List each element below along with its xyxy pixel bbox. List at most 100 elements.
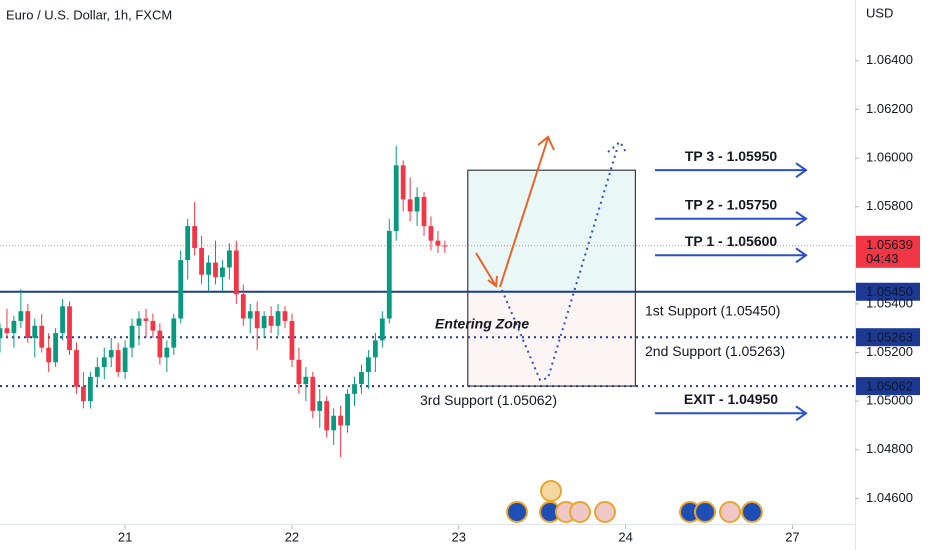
x-tick-label: 22: [285, 529, 299, 544]
candle-body: [393, 165, 399, 231]
icon: [694, 501, 716, 523]
candle-body: [150, 320, 156, 331]
candle-body: [115, 350, 121, 372]
target-label: EXIT - 1.04950: [684, 391, 778, 407]
target-label: TP 1 - 1.05600: [685, 233, 778, 249]
candle-body: [414, 196, 420, 212]
icon: [506, 501, 528, 523]
candle-body: [220, 267, 225, 278]
candle-body: [4, 328, 10, 334]
target-arrowhead: [795, 247, 808, 264]
candle-body: [233, 250, 239, 295]
level-badge: [856, 377, 920, 396]
y-tick-label: 1.04800: [866, 441, 913, 456]
arrow: [499, 137, 549, 288]
candle-body: [352, 384, 357, 394]
blue-path: [501, 140, 628, 382]
candle-body: [400, 165, 406, 200]
candle-body: [11, 320, 17, 334]
candle-body: [366, 357, 371, 372]
candle-body: [282, 311, 288, 321]
candle-body: [157, 330, 163, 358]
candle-body: [303, 376, 309, 385]
candle-body: [129, 325, 135, 348]
candle-body: [317, 401, 323, 411]
x-tick-label: 24: [618, 529, 632, 544]
candle-body: [268, 316, 274, 326]
arrowhead: [487, 275, 498, 288]
countdown: 04:43: [866, 251, 899, 266]
icon: [569, 501, 591, 523]
candle-body: [192, 226, 198, 248]
y-tick-label: 1.05200: [866, 344, 913, 359]
candle-body: [199, 247, 204, 275]
candle-body: [171, 318, 177, 348]
candle-body: [275, 311, 281, 326]
y-tick-label: 1.06000: [866, 149, 913, 164]
risk-zone: [467, 291, 636, 387]
level-badge: [856, 328, 920, 347]
dotted-arrow: [501, 145, 619, 382]
level-badge-label: 1.05450: [866, 284, 913, 299]
candle-body: [331, 415, 337, 431]
orange-arrows: [475, 135, 555, 288]
candle-body: [87, 376, 93, 402]
arrow: [475, 252, 497, 287]
event-icons: [506, 480, 763, 523]
y-tick-label: 1.05800: [866, 198, 913, 213]
last-price-label: 1.05639: [866, 237, 913, 252]
candle-body: [310, 376, 316, 411]
candle-body: [39, 325, 45, 348]
target-label: TP 2 - 1.05750: [685, 197, 778, 213]
candle-body: [386, 230, 392, 319]
level-badge-label: 1.05062: [866, 379, 913, 394]
target-arrowhead: [795, 162, 808, 179]
candle-body: [185, 226, 191, 261]
candle-body: [372, 340, 378, 358]
target-arrowhead: [795, 210, 808, 227]
profit-zone: [467, 170, 636, 292]
candle-body: [25, 311, 31, 338]
candle-body: [247, 311, 253, 319]
zone-label: Entering Zone: [435, 315, 529, 331]
x-tick-label: 23: [452, 529, 466, 544]
support-label: 3rd Support (1.05062): [420, 392, 557, 408]
candle-body: [240, 294, 246, 319]
candle-body: [178, 260, 184, 319]
plot: [0, 145, 855, 458]
candle-body: [379, 318, 385, 341]
icon: [741, 501, 763, 523]
candle-body: [94, 367, 100, 377]
candle-body: [46, 347, 52, 363]
currency: USD: [866, 5, 893, 20]
support-label: 1st Support (1.05450): [645, 302, 780, 318]
candle-body: [108, 350, 114, 358]
candle-body: [421, 196, 427, 227]
candle-body: [261, 316, 267, 329]
y-tick-label: 1.05400: [866, 295, 913, 310]
zone-border: [467, 169, 636, 387]
candle-body: [226, 250, 232, 268]
support-label: 2nd Support (1.05263): [645, 343, 785, 359]
candle-body: [359, 371, 364, 385]
candle-body: [407, 199, 413, 212]
candle-body: [345, 393, 350, 426]
candle-body: [324, 401, 330, 431]
candle-body: [74, 350, 79, 387]
candle-body: [18, 311, 24, 321]
y-tick-label: 1.06200: [866, 101, 913, 116]
target-arrowhead: [795, 405, 808, 422]
level-badge: [856, 282, 920, 301]
level-badge-label: 1.05263: [866, 330, 913, 345]
candle-body: [101, 357, 107, 368]
candle-body: [254, 311, 260, 329]
y-tick-label: 1.06400: [866, 52, 913, 67]
last-price-badge: [856, 235, 920, 268]
candle-body: [435, 240, 441, 246]
candle-body: [81, 386, 86, 402]
candle-body: [32, 325, 38, 338]
target-label: TP 3 - 1.05950: [685, 148, 778, 164]
candle-body: [0, 328, 3, 338]
